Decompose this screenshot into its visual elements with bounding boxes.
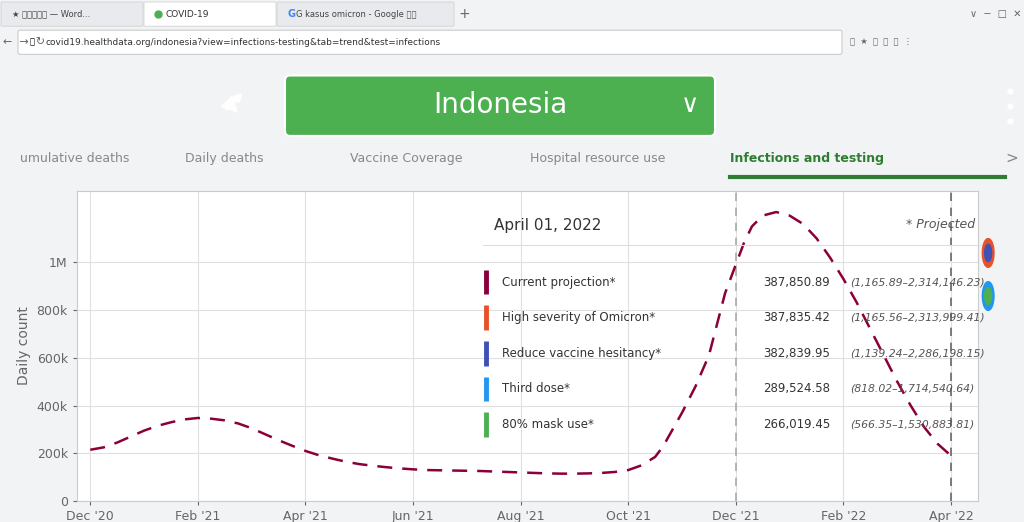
- Text: COVID-19: COVID-19: [165, 9, 209, 19]
- Text: ★ 한인포스트 — Word...: ★ 한인포스트 — Word...: [12, 9, 90, 19]
- Text: 🔒: 🔒: [30, 38, 35, 47]
- Polygon shape: [982, 239, 994, 267]
- Y-axis label: Daily count: Daily count: [17, 306, 31, 385]
- Text: (566.35–1,530,883.81): (566.35–1,530,883.81): [851, 420, 975, 430]
- Text: (1,165.56–2,313,999.41): (1,165.56–2,313,999.41): [851, 313, 985, 323]
- Text: +: +: [458, 7, 470, 21]
- Text: Reduce vaccine hesitancy*: Reduce vaccine hesitancy*: [502, 347, 660, 360]
- Text: ▶: ▶: [219, 92, 245, 119]
- Text: 🔍  ★  🌐  🛡  🔧  ⋮: 🔍 ★ 🌐 🛡 🔧 ⋮: [850, 38, 912, 47]
- Text: Daily deaths: Daily deaths: [185, 152, 263, 165]
- Text: 289,524.58: 289,524.58: [763, 383, 829, 396]
- Text: Third dose*: Third dose*: [502, 383, 569, 396]
- FancyBboxPatch shape: [285, 76, 715, 136]
- Text: 80% mask use*: 80% mask use*: [502, 418, 593, 431]
- FancyBboxPatch shape: [18, 30, 842, 54]
- Text: High severity of Omicron*: High severity of Omicron*: [502, 311, 654, 324]
- Text: Vaccine Coverage: Vaccine Coverage: [350, 152, 463, 165]
- Text: Hospital resource use: Hospital resource use: [530, 152, 666, 165]
- Text: (818.02–1,714,540.64): (818.02–1,714,540.64): [851, 384, 975, 394]
- Text: G kasus omicron - Google 검색: G kasus omicron - Google 검색: [296, 9, 417, 19]
- Text: >: >: [1006, 151, 1019, 166]
- FancyBboxPatch shape: [278, 2, 454, 26]
- Polygon shape: [985, 288, 991, 305]
- Text: ∨: ∨: [681, 93, 699, 117]
- Text: umulative deaths: umulative deaths: [20, 152, 129, 165]
- Polygon shape: [982, 282, 994, 311]
- Text: 382,839.95: 382,839.95: [763, 347, 829, 360]
- Text: 266,019.45: 266,019.45: [763, 418, 829, 431]
- Text: Infections and testing: Infections and testing: [730, 152, 884, 165]
- Text: (1,165.89–2,314,146.23): (1,165.89–2,314,146.23): [851, 277, 985, 287]
- Polygon shape: [985, 244, 991, 262]
- Text: G: G: [288, 9, 296, 19]
- FancyBboxPatch shape: [144, 2, 276, 26]
- Text: 387,835.42: 387,835.42: [763, 311, 829, 324]
- Text: April 01, 2022: April 01, 2022: [494, 218, 601, 233]
- Text: ←  →  ↻: ← → ↻: [3, 37, 45, 48]
- Text: ∨  −  □  ✕: ∨ − □ ✕: [970, 9, 1021, 19]
- Text: Current projection*: Current projection*: [502, 276, 615, 289]
- Text: 387,850.89: 387,850.89: [763, 276, 829, 289]
- Text: * Projected: * Projected: [905, 218, 975, 231]
- Text: covid19.healthdata.org/indonesia?view=infections-testing&tab=trend&test=infectio: covid19.healthdata.org/indonesia?view=in…: [45, 38, 440, 47]
- FancyBboxPatch shape: [1, 2, 143, 26]
- Text: Indonesia: Indonesia: [433, 91, 567, 118]
- Text: (1,139.24–2,286,198.15): (1,139.24–2,286,198.15): [851, 348, 985, 358]
